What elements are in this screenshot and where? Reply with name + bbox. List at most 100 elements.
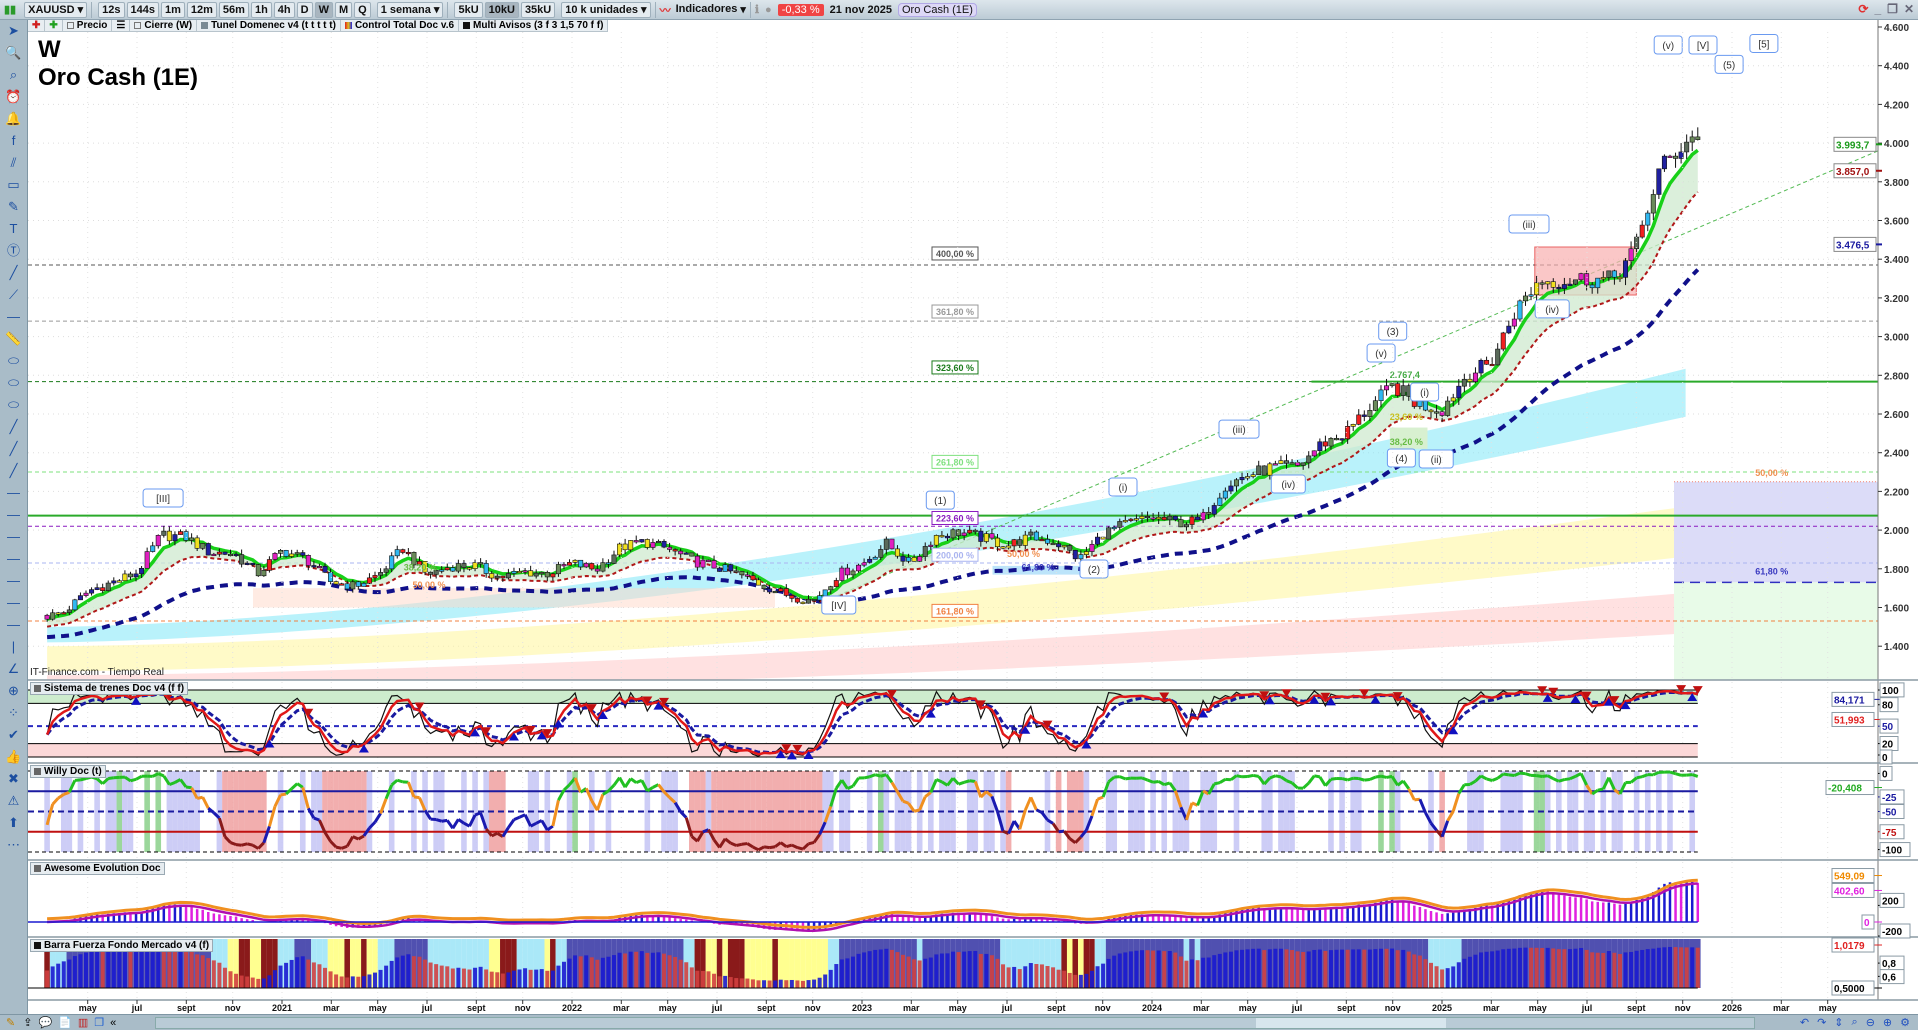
autoscale-icon[interactable]: ⇕ <box>1834 1017 1844 1029</box>
timeframe-144s[interactable]: 144s <box>126 1 159 18</box>
cross-icon[interactable]: ✖ <box>8 771 19 786</box>
alarm-icon[interactable]: ⏰ <box>5 89 22 104</box>
hline-green-icon[interactable]: — <box>7 529 20 544</box>
unit-10kU[interactable]: 10kU <box>484 1 519 18</box>
symbol-select[interactable]: XAUUSD ▾ <box>24 1 88 18</box>
candle-body <box>1606 270 1612 278</box>
ellipse-3-icon[interactable]: ⬭ <box>7 397 20 412</box>
candle-body <box>1522 295 1528 302</box>
refresh-icon[interactable]: ⟳ <box>1858 2 1869 16</box>
ruler-tool-icon[interactable]: 📏 <box>5 331 22 346</box>
text-circle-icon[interactable]: Ⓣ <box>6 243 20 258</box>
undo-icon[interactable]: ↶ <box>1799 1017 1810 1029</box>
barra-bar <box>161 948 166 988</box>
timeframe-56m[interactable]: 56m <box>218 1 249 18</box>
hline-black-icon[interactable]: — <box>7 485 20 500</box>
close-icon[interactable]: ✕ <box>1903 2 1914 16</box>
zoom-icon[interactable]: 🔍 <box>5 45 22 60</box>
check-icon[interactable]: ✔ <box>8 727 19 742</box>
line-black-icon[interactable]: ╱ <box>9 419 18 434</box>
timeframe-M[interactable]: M <box>334 1 353 18</box>
panel-label-awesome[interactable]: Awesome Evolution Doc <box>30 862 165 875</box>
legend-tunel[interactable]: Tunel Domenec v4 (t t t t t) <box>197 20 341 31</box>
text-icon[interactable]: T <box>9 221 18 236</box>
ruler-icon[interactable]: ⟋ <box>8 287 19 302</box>
timeframe-4h[interactable]: 4h <box>273 1 295 18</box>
comment-icon[interactable]: 💬 <box>38 1017 53 1029</box>
scroll-left-icon[interactable]: « <box>110 1016 117 1029</box>
remove-indicator-icon[interactable]: ✚ <box>28 20 46 31</box>
text-f-icon[interactable]: f <box>11 133 16 148</box>
axis-tag-box <box>1879 682 1905 698</box>
draw-pencil-icon[interactable]: ✎ <box>6 1017 16 1029</box>
share-icon[interactable]: ⇪ <box>23 1017 33 1029</box>
settings-icon[interactable]: ⚙ <box>1900 1017 1910 1029</box>
hline-blue-icon[interactable]: — <box>7 595 20 610</box>
minimize-icon[interactable]: _ <box>1874 2 1882 16</box>
add-indicator-icon[interactable]: ✚ <box>45 20 63 31</box>
timeframe-1m[interactable]: 1m <box>160 1 185 18</box>
timeframe-1h[interactable]: 1h <box>250 1 272 18</box>
channel-icon[interactable]: ⫽ <box>10 155 17 170</box>
list-icon[interactable]: ☰ <box>112 20 131 31</box>
indicators-dropdown-icon[interactable]: ▾ <box>740 4 746 16</box>
indicators-button[interactable]: Indicadores <box>675 2 738 15</box>
info-icon[interactable]: ℹ <box>754 4 760 16</box>
panel-label-barra[interactable]: Barra Fuerza Fondo Mercado v4 (f) <box>30 939 214 952</box>
target-icon[interactable]: ⊕ <box>8 683 19 698</box>
panel-label-willy[interactable]: Willy Doc (t) <box>30 765 106 778</box>
zoom-fit-icon[interactable]: ⌕ <box>1851 1016 1858 1028</box>
line-red-2-icon[interactable]: ╱ <box>9 463 18 478</box>
scrollbar-thumb[interactable] <box>1256 1018 1446 1028</box>
checkbox-icon[interactable] <box>66 21 74 29</box>
fibo-icon[interactable]: ⁘ <box>8 705 19 720</box>
rectangle-icon[interactable]: ▭ <box>7 177 20 192</box>
timeframe-Q[interactable]: Q <box>354 1 371 18</box>
redo-icon[interactable]: ↷ <box>1817 1017 1827 1029</box>
thumb-up-icon[interactable]: 👍 <box>5 749 22 764</box>
more-icon[interactable]: ⋯ <box>7 837 20 852</box>
period-select[interactable]: 1 semana ▾ <box>376 1 444 18</box>
timeframe-12m[interactable]: 12m <box>186 1 217 18</box>
barra-background <box>1061 939 1067 988</box>
segment-icon[interactable]: ╱ <box>9 265 18 280</box>
timeframe-D[interactable]: D <box>296 1 313 18</box>
zoom-in-icon[interactable]: ⊕ <box>1882 1017 1893 1029</box>
ellipse-icon[interactable]: ⬭ <box>7 353 20 368</box>
zoom-out-icon[interactable]: ⊖ <box>1865 1017 1875 1029</box>
hline-navy-icon[interactable]: — <box>7 617 20 632</box>
unit-5kU[interactable]: 5kU <box>454 1 483 18</box>
checkbox-icon[interactable] <box>134 21 142 29</box>
legend-cierre[interactable]: Cierre (W) <box>130 20 198 31</box>
horizontal-scrollbar[interactable] <box>155 1017 1755 1029</box>
restore-icon[interactable]: ❐ <box>1887 2 1898 16</box>
warning-icon[interactable]: ⚠ <box>7 793 20 808</box>
ellipse-2-icon[interactable]: ⬭ <box>7 375 20 390</box>
hline-darkgreen-icon[interactable]: — <box>7 551 20 566</box>
compare-icon[interactable]: ▥ <box>77 1017 89 1029</box>
panel-label-sistema[interactable]: Sistema de trenes Doc v4 (f f) <box>30 682 189 695</box>
cursor-icon[interactable]: ➤ <box>8 23 19 38</box>
zoom-area-icon[interactable]: ⌕ <box>9 67 18 82</box>
line-red-icon[interactable]: — <box>7 309 20 324</box>
timeframe-W[interactable]: W <box>314 1 333 18</box>
hline-red-2-icon[interactable]: — <box>7 573 20 588</box>
line-green-icon[interactable]: ╱ <box>9 441 18 456</box>
legend-multi-avisos[interactable]: Multi Avisos (3 f 3 1,5 70 f f) <box>459 20 609 31</box>
timeframe-12s[interactable]: 12s <box>98 1 125 18</box>
windows-icon[interactable]: ❐ <box>94 1017 105 1029</box>
hline-red-icon[interactable]: — <box>7 507 20 522</box>
candle-body <box>216 551 222 555</box>
pen-icon[interactable]: ✎ <box>8 199 19 214</box>
angle-icon[interactable]: ∠ <box>7 661 20 676</box>
arrow-up-icon[interactable]: ⬆ <box>8 815 19 830</box>
units-select[interactable]: 10 k unidades ▾ <box>561 1 651 18</box>
unit-35kU[interactable]: 35kU <box>520 1 556 18</box>
report-icon[interactable]: 📄 <box>58 1017 72 1029</box>
vline-icon[interactable]: | <box>11 639 16 654</box>
legend-precio[interactable]: Precio <box>63 20 113 31</box>
legend-control-total[interactable]: Control Total Doc v.6 <box>341 20 460 31</box>
bell-icon[interactable]: 🔔 <box>5 111 22 126</box>
fib-annotation: 23,60 % <box>1390 412 1423 422</box>
